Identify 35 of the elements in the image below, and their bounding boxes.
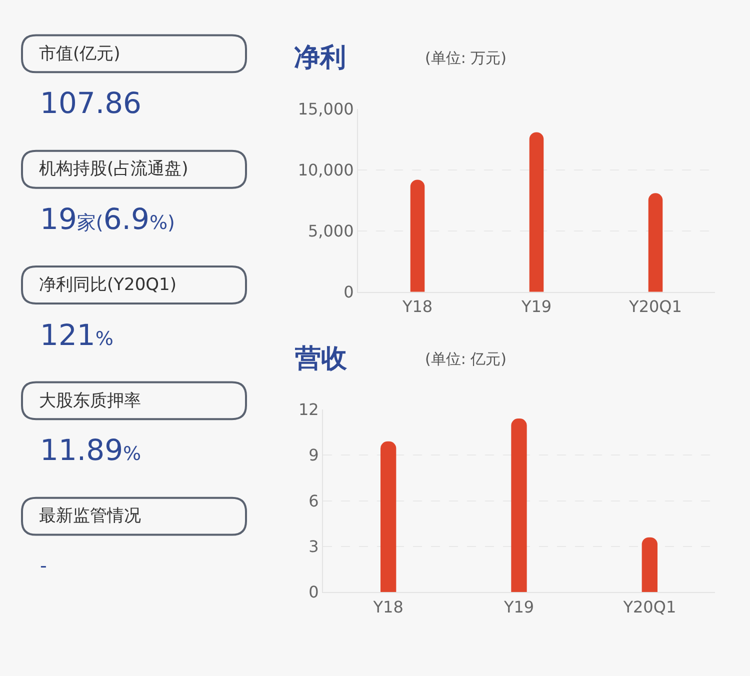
- text: 大股东质押率: [39, 391, 141, 411]
- y-tick-label: 0: [344, 282, 354, 302]
- text: 121%: [40, 318, 114, 352]
- y-tick-label: 9: [308, 446, 319, 465]
- x-tick-label: Y18: [372, 597, 404, 616]
- chart-subtitle: (单位: 万元): [425, 49, 507, 67]
- y-tick-label: 12: [298, 400, 319, 420]
- y-tick-label: 3: [308, 537, 319, 556]
- chart-title: 营收: [294, 344, 348, 374]
- x-tick-label: Y19: [502, 597, 534, 616]
- y-tick-label: 0: [308, 582, 319, 602]
- y-tick-label: 10,000: [298, 160, 354, 180]
- text: 最新监管情况: [39, 506, 141, 526]
- chart-subtitle: (单位: 亿元): [425, 350, 507, 368]
- bar: [380, 441, 396, 592]
- text: 19家(6.9%): [40, 202, 175, 236]
- text: 市值(亿元): [39, 44, 120, 64]
- y-tick-label: 6: [308, 491, 319, 510]
- chart-title: 净利: [294, 43, 346, 73]
- x-tick-label: Y19: [520, 297, 552, 316]
- y-tick-label: 15,000: [298, 100, 354, 119]
- bar: [648, 193, 663, 292]
- text: 107.86: [40, 86, 142, 120]
- y-tick-label: 5,000: [308, 222, 354, 241]
- bar: [529, 132, 544, 292]
- bar: [642, 537, 658, 592]
- text: 11.89%: [40, 433, 142, 467]
- text: -: [40, 555, 47, 577]
- bar: [511, 418, 527, 592]
- text: 净利同比(Y20Q1): [39, 275, 176, 295]
- x-tick-label: Y20Q1: [628, 297, 682, 316]
- x-tick-label: Y18: [401, 297, 433, 316]
- bar: [410, 180, 425, 292]
- x-tick-label: Y20Q1: [622, 597, 676, 616]
- text: 机构持股(占流通盘): [39, 159, 188, 179]
